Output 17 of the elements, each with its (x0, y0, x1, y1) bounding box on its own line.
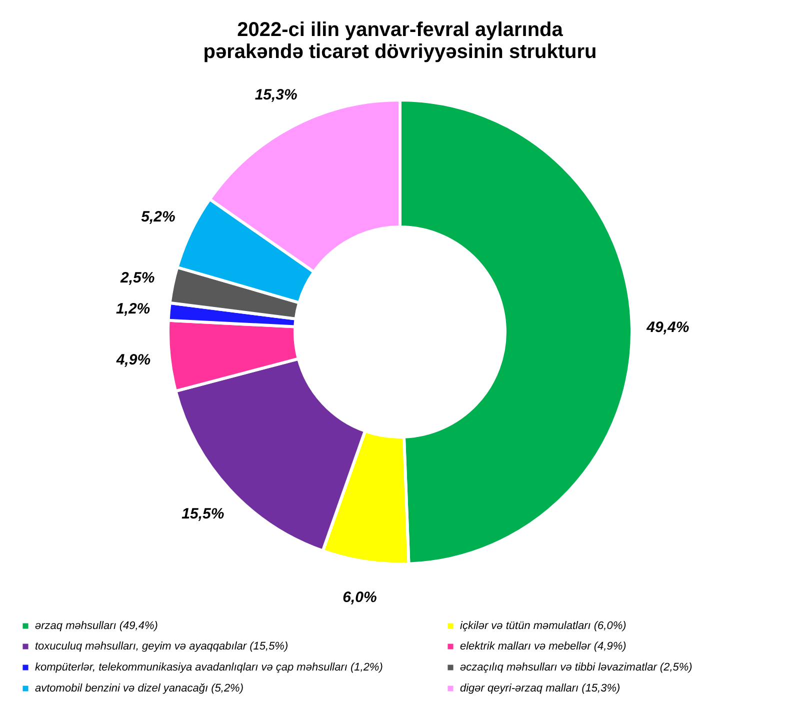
data-label: 2,5% (119, 270, 155, 287)
data-label: 49,4% (646, 318, 690, 336)
data-label: 5,2% (141, 208, 176, 226)
data-label: 15,5% (182, 506, 224, 523)
data-label: 4,9% (115, 352, 151, 369)
legend-label: ərzaq məhsulları (49,4%) (35, 620, 158, 632)
chart-title: 2022-ci ilin yanvar-fevral aylarında pərakəndə ticarət dövriyyəsinin strukturu (203, 19, 597, 63)
data-label: 15,3% (254, 86, 298, 104)
data-label: 1,2% (116, 300, 150, 318)
legend-label: avtomobil benzini və dizel yanacağı (5,2%) (35, 682, 244, 694)
data-label: 6,0% (342, 588, 377, 606)
legend-label: toxuculuq məhsulları, geyim və ayaqqabılar (15,5%) (35, 640, 288, 652)
legend-label: digər qeyri-ərzaq malları (15,3%) (460, 682, 621, 694)
legend-label: kompüterlər, telekommunikasiya avadanlıqları və çap məhsulları (1,2%) (35, 662, 384, 674)
legend-label: içkilər və tütün məmulatları (6,0%) (460, 620, 627, 632)
legend-label: elektrik malları və mebellər (4,9%) (460, 640, 627, 652)
legend-label: əczaçılıq məhsulları və tibbi ləvazimatlar (2,5%) (460, 662, 693, 674)
